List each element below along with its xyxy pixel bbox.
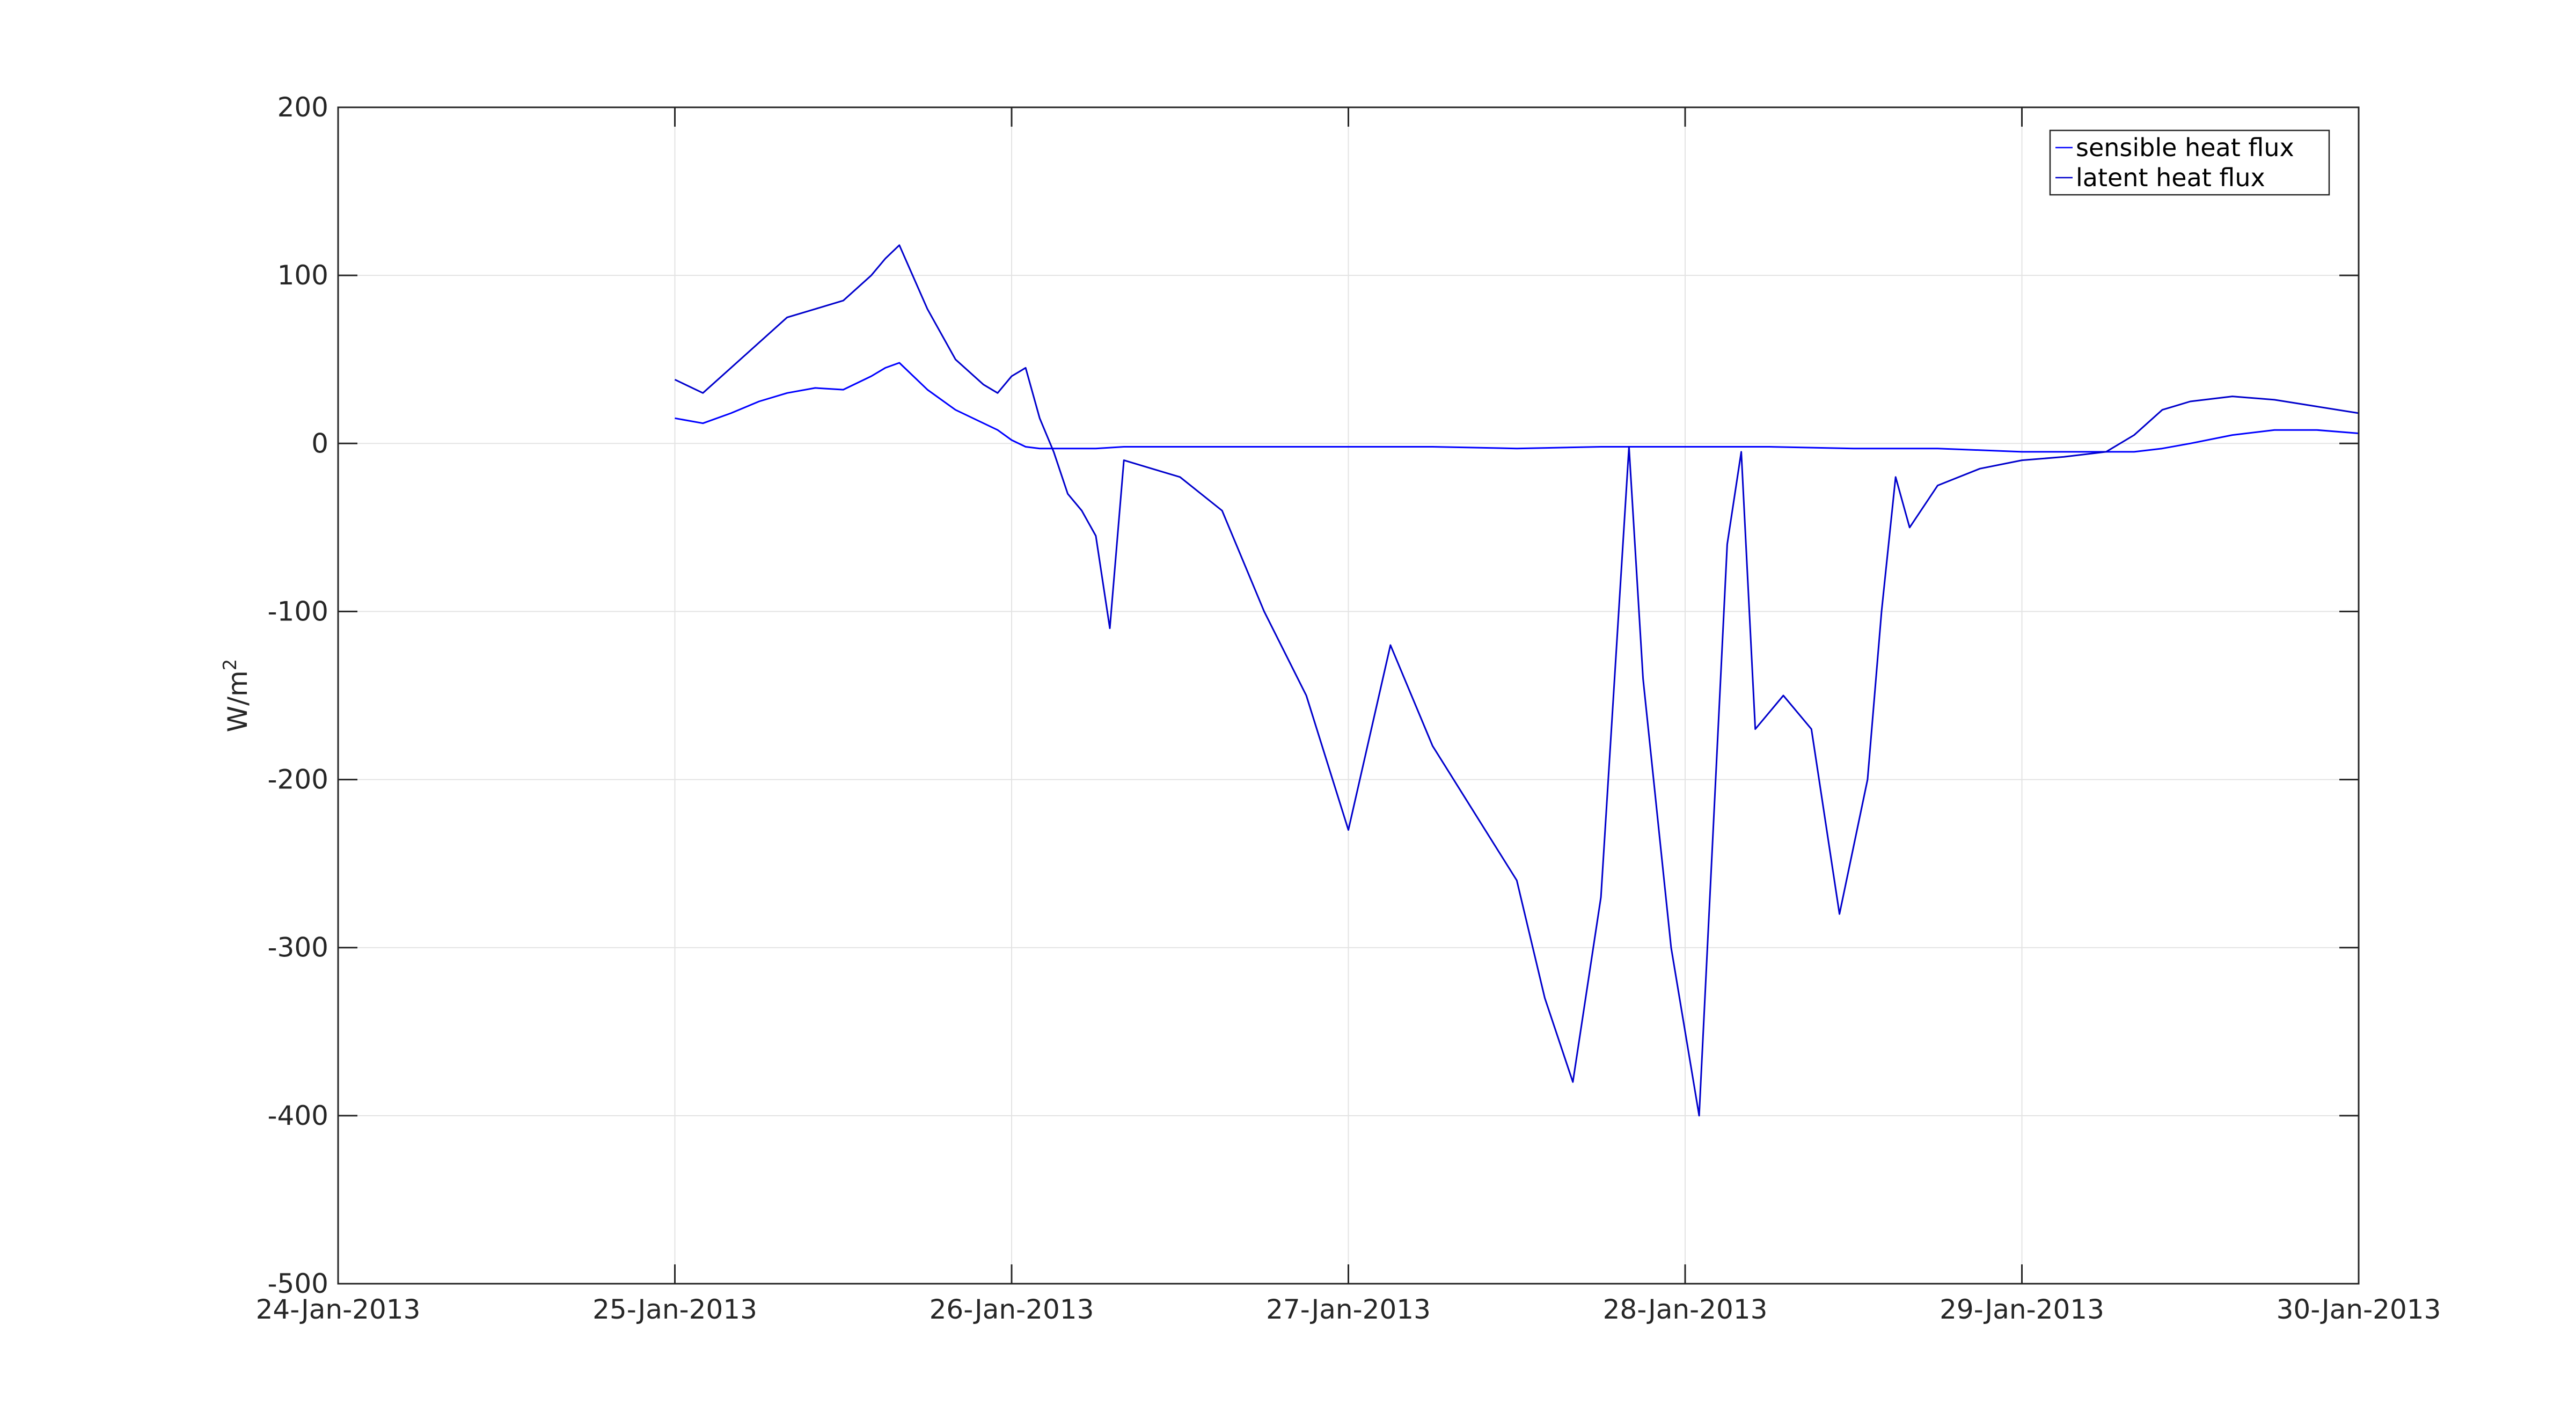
y-axis-label-superscript: 2 [219, 659, 241, 671]
y-tick-labels: 200 100 0 -100 -200 -300 -400 -500 [268, 92, 328, 1299]
y-axis-label-text: W/m [222, 670, 253, 732]
x-tick-label: 24-Jan-2013 [256, 1294, 421, 1325]
y-tick-label: -100 [268, 596, 328, 627]
x-tick-labels: 24-Jan-2013 25-Jan-2013 26-Jan-2013 27-Jan-… [256, 1294, 2441, 1325]
legend-label-latent: latent heat flux [2076, 163, 2265, 192]
series-lines [674, 244, 2359, 1117]
series-line-sensible [675, 362, 2359, 453]
x-tick-label: 26-Jan-2013 [930, 1294, 1094, 1325]
grid-lines [338, 107, 2359, 1284]
y-tick-label: 100 [277, 260, 328, 291]
y-tick-label: -300 [268, 932, 328, 963]
y-tick-label: -200 [268, 764, 328, 795]
x-tick-label: 25-Jan-2013 [592, 1294, 757, 1325]
y-tick-label: 200 [277, 92, 328, 123]
y-tick-label: 0 [311, 428, 328, 459]
x-tick-label: 29-Jan-2013 [1940, 1294, 2104, 1325]
legend: sensible heat flux latent heat flux [2049, 129, 2330, 196]
legend-label-sensible: sensible heat flux [2076, 133, 2294, 162]
x-tick-label: 30-Jan-2013 [2277, 1294, 2441, 1325]
y-axis-label: W/m2 [219, 659, 253, 733]
y-tick-label: -500 [268, 1268, 328, 1299]
x-tick-label: 28-Jan-2013 [1603, 1294, 1768, 1325]
legend-box [2049, 129, 2330, 196]
series-line-latent [674, 244, 2359, 1117]
y-tick-label: -400 [268, 1100, 328, 1131]
x-tick-label: 27-Jan-2013 [1266, 1294, 1431, 1325]
axis-ticks [337, 106, 2360, 1285]
